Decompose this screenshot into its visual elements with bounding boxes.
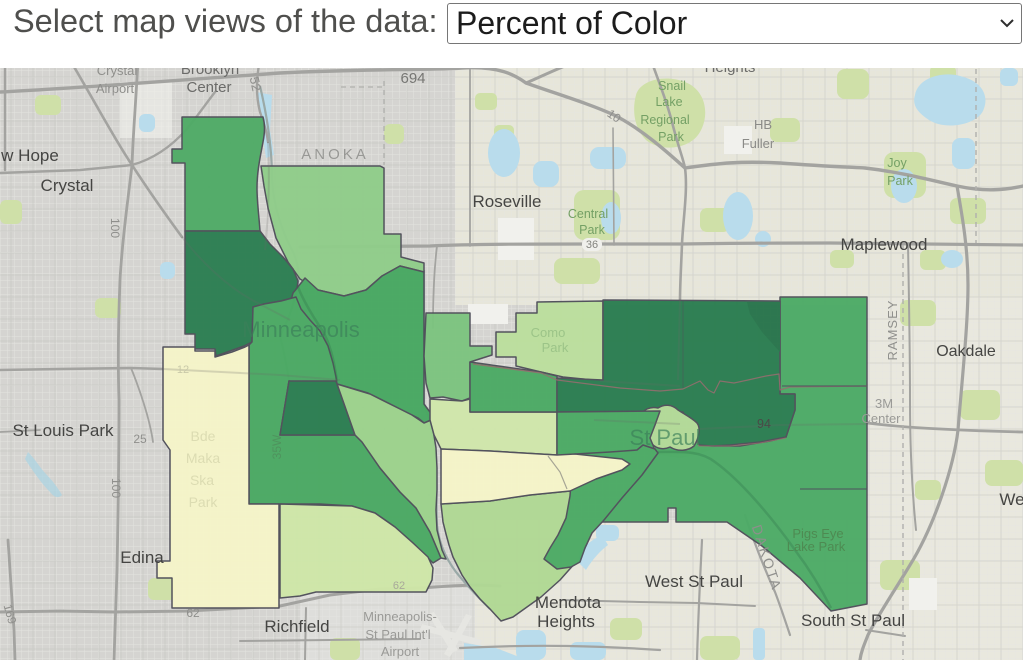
svg-text:Pigs Eye: Pigs Eye (792, 526, 843, 541)
svg-text:RAMSEY: RAMSEY (885, 300, 900, 361)
svg-text:Center: Center (861, 411, 901, 426)
svg-text:St Paul: St Paul (630, 425, 701, 450)
svg-text:694: 694 (400, 70, 425, 87)
svg-text:ANOKA: ANOKA (301, 146, 369, 163)
svg-text:Mendota: Mendota (535, 593, 602, 612)
svg-text:Lake Park: Lake Park (787, 539, 846, 554)
svg-text:Lake: Lake (655, 95, 682, 109)
svg-text:Oakdale: Oakdale (936, 343, 996, 360)
svg-text:Roseville: Roseville (473, 192, 542, 211)
svg-text:West St Paul: West St Paul (645, 572, 743, 591)
svg-text:Park: Park (887, 174, 913, 188)
svg-text:St Paul Int'l: St Paul Int'l (365, 627, 430, 642)
svg-text:Crystal: Crystal (41, 176, 94, 195)
svg-text:62: 62 (186, 606, 200, 620)
svg-text:Central: Central (568, 207, 608, 221)
svg-text:Snail: Snail (658, 79, 686, 93)
svg-text:Heights: Heights (705, 68, 756, 76)
svg-text:Como: Como (531, 325, 566, 340)
svg-text:12: 12 (177, 364, 189, 376)
svg-text:Minneapolis: Minneapolis (242, 317, 359, 342)
svg-text:HB: HB (754, 117, 772, 132)
svg-text:100: 100 (109, 478, 123, 498)
svg-text:St Louis Park: St Louis Park (12, 421, 114, 440)
svg-text:Crystal: Crystal (97, 68, 138, 78)
svg-text:Edina: Edina (120, 548, 164, 567)
svg-text:Park: Park (658, 130, 684, 144)
svg-text:94: 94 (757, 417, 771, 431)
svg-text:Fuller: Fuller (742, 136, 775, 151)
svg-text:Maplewood: Maplewood (841, 235, 928, 254)
svg-text:Regional: Regional (640, 113, 689, 127)
svg-text:25: 25 (133, 432, 147, 446)
svg-text:52: 52 (247, 75, 265, 92)
svg-text:Minneapolis-: Minneapolis- (363, 609, 437, 624)
svg-text:Park: Park (542, 340, 569, 355)
svg-text:South St Paul: South St Paul (801, 611, 905, 630)
svg-text:Brooklyn: Brooklyn (181, 68, 239, 78)
svg-text:169: 169 (1, 603, 20, 626)
svg-text:Park: Park (579, 223, 605, 237)
svg-text:Richfield: Richfield (264, 617, 329, 636)
svg-text:62: 62 (393, 580, 405, 592)
svg-text:We: We (999, 490, 1023, 509)
svg-text:35W: 35W (270, 434, 284, 459)
svg-text:100: 100 (108, 218, 122, 238)
svg-text:Park: Park (189, 494, 219, 510)
svg-text:Bde: Bde (191, 428, 216, 444)
svg-text:w Hope: w Hope (0, 146, 59, 165)
svg-text:Maka: Maka (186, 450, 220, 466)
svg-text:3M: 3M (875, 396, 893, 411)
svg-text:36: 36 (586, 239, 598, 251)
svg-text:Ska: Ska (190, 472, 214, 488)
svg-text:Airport: Airport (96, 81, 135, 96)
svg-text:Heights: Heights (537, 612, 595, 631)
svg-text:Center: Center (186, 79, 231, 96)
svg-text:Joy: Joy (887, 156, 907, 170)
svg-text:Airport: Airport (381, 644, 420, 659)
